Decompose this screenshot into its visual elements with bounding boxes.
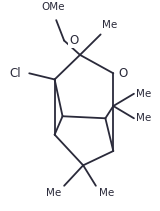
Text: Me: Me [136, 113, 151, 123]
Text: O: O [69, 34, 78, 47]
Text: OMe: OMe [41, 2, 65, 12]
Text: Cl: Cl [10, 67, 21, 80]
Text: Me: Me [46, 188, 61, 198]
Text: Me: Me [102, 20, 117, 30]
Text: O: O [118, 67, 127, 80]
Text: Me: Me [136, 89, 151, 99]
Text: Me: Me [99, 188, 114, 198]
